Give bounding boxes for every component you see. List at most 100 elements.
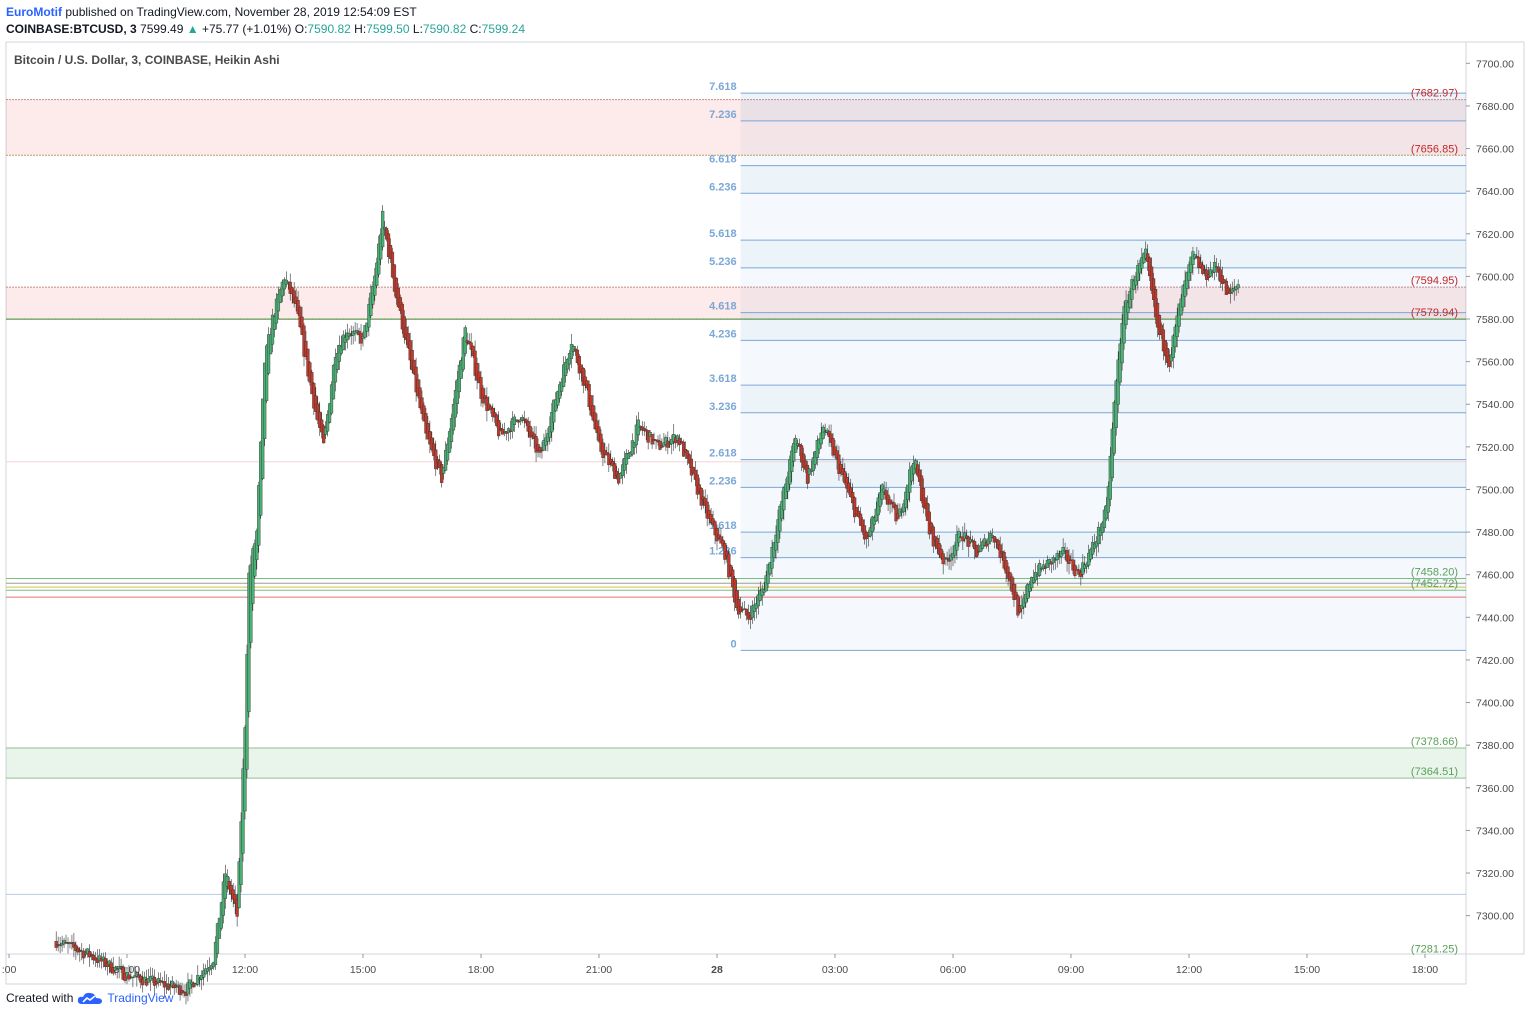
y-tick-label: 7680.00	[1476, 101, 1514, 113]
open-label: O:	[294, 22, 308, 36]
price-label: (7281.25)	[1411, 944, 1458, 956]
fib-band	[740, 532, 1466, 558]
y-tick-label: 7640.00	[1476, 186, 1514, 198]
y-tick-label: 7560.00	[1476, 357, 1514, 369]
publish-text: published on TradingView.com, November 2…	[65, 5, 417, 19]
x-tick-label: :00	[2, 964, 17, 976]
fib-level-label: 4.236	[709, 328, 737, 340]
fib-band	[740, 557, 1466, 651]
x-tick-label: 21:00	[586, 964, 612, 976]
x-tick-label: 06:00	[940, 964, 966, 976]
y-tick-label: 7400.00	[1476, 698, 1514, 710]
fib-level-label: 2.618	[709, 448, 737, 460]
x-tick-label: 12:00	[232, 964, 258, 976]
low-value: 7590.82	[422, 22, 467, 36]
fib-level-label: 7.618	[709, 81, 737, 93]
y-tick-label: 7420.00	[1476, 655, 1514, 667]
price-label: (7682.97)	[1411, 88, 1458, 100]
plot-area	[5, 41, 1467, 955]
y-tick-label: 7520.00	[1476, 442, 1514, 454]
x-tick-label: 09:00	[1058, 964, 1084, 976]
fib-band	[740, 412, 1466, 460]
price-label: (7594.95)	[1411, 275, 1458, 287]
y-tick-label: 7620.00	[1476, 229, 1514, 241]
close-label: C:	[469, 22, 482, 36]
symbol-label: COINBASE:BTCUSD, 3	[6, 22, 137, 36]
price-label: (7452.72)	[1411, 578, 1458, 590]
y-tick-label: 7700.00	[1476, 58, 1514, 70]
fib-band	[740, 459, 1466, 488]
fib-level-label: 3.618	[709, 373, 737, 385]
footer: Created with TradingView	[6, 991, 173, 1005]
price-label: (7378.66)	[1411, 736, 1458, 748]
x-tick-label: 12:00	[1176, 964, 1202, 976]
price-label: (7458.20)	[1411, 567, 1458, 579]
publish-info: EuroMotif published on TradingView.com, …	[6, 5, 417, 19]
high-label: H:	[354, 22, 367, 36]
y-tick-label: 7360.00	[1476, 783, 1514, 795]
created-with: Created with	[6, 991, 74, 1005]
chart-title: Bitcoin / U.S. Dollar, 3, COINBASE, Heik…	[14, 53, 280, 67]
candle-body	[115, 968, 119, 970]
price-axis[interactable]	[1465, 41, 1525, 955]
fib-level-label: 2.236	[709, 475, 737, 487]
candle-body	[58, 944, 62, 947]
fib-band	[740, 193, 1466, 241]
candles	[54, 205, 1240, 1005]
high-value: 7599.50	[366, 22, 410, 36]
fib-level-label: 7.236	[709, 109, 737, 121]
zone-resistance-lower	[6, 287, 1466, 320]
tradingview-brand[interactable]: TradingView	[107, 991, 174, 1005]
fib-band	[740, 340, 1466, 386]
time-axis[interactable]	[5, 953, 1467, 985]
x-tick-label: 28	[711, 964, 723, 976]
price-label: (7364.51)	[1411, 766, 1458, 778]
candle-body	[1057, 555, 1061, 558]
x-tick-label: 15:00	[1294, 964, 1320, 976]
fib-band	[740, 165, 1466, 194]
fib-band	[740, 240, 1466, 268]
fib-level-label: 5.236	[709, 256, 737, 268]
x-tick-label: 18:00	[1412, 964, 1438, 976]
ohlc-legend: COINBASE:BTCUSD, 3 7599.49 ▲ +75.77 (+1.…	[6, 22, 525, 36]
fib-level-label: 5.618	[709, 228, 737, 240]
low-label: L:	[412, 22, 423, 36]
tradingview-cloud-icon	[78, 992, 103, 1004]
y-tick-label: 7320.00	[1476, 868, 1514, 880]
fib-level-label: 6.618	[709, 154, 737, 166]
fib-level-label: 6.236	[709, 181, 737, 193]
y-tick-label: 7380.00	[1476, 740, 1514, 752]
fib-band	[740, 267, 1466, 313]
zone-resistance-upper	[6, 99, 1466, 156]
y-tick-label: 7480.00	[1476, 527, 1514, 539]
candle-body	[1236, 284, 1240, 289]
price-label: (7656.85)	[1411, 143, 1458, 155]
x-tick-label: 18:00	[468, 964, 494, 976]
close-value: 7599.24	[481, 22, 526, 36]
zone-support-lower	[6, 748, 1466, 779]
change-value: +75.77 (+1.01%)	[202, 22, 292, 36]
y-tick-label: 7460.00	[1476, 570, 1514, 582]
fib-band	[740, 385, 1466, 413]
y-tick-label: 7600.00	[1476, 271, 1514, 283]
fib-band	[740, 93, 1466, 121]
last-price: 7599.49	[140, 22, 184, 36]
fib-band	[740, 312, 1466, 341]
author-link[interactable]: EuroMotif	[6, 5, 62, 19]
x-tick-label: 15:00	[350, 964, 376, 976]
fib-band	[740, 120, 1466, 166]
y-tick-label: 7300.00	[1476, 911, 1514, 923]
price-label: (7579.94)	[1411, 307, 1458, 319]
y-tick-label: 7580.00	[1476, 314, 1514, 326]
fib-level-label: 3.236	[709, 401, 737, 413]
y-tick-label: 7340.00	[1476, 825, 1514, 837]
x-tick-label: 03:00	[822, 964, 848, 976]
candle-body	[168, 986, 172, 988]
change-up-icon: ▲	[186, 22, 199, 36]
open-value: 7590.82	[307, 22, 351, 36]
y-tick-label: 7660.00	[1476, 144, 1514, 156]
fib-level-label: 4.618	[709, 301, 737, 313]
candle-body	[131, 976, 135, 979]
y-tick-label: 7500.00	[1476, 484, 1514, 496]
